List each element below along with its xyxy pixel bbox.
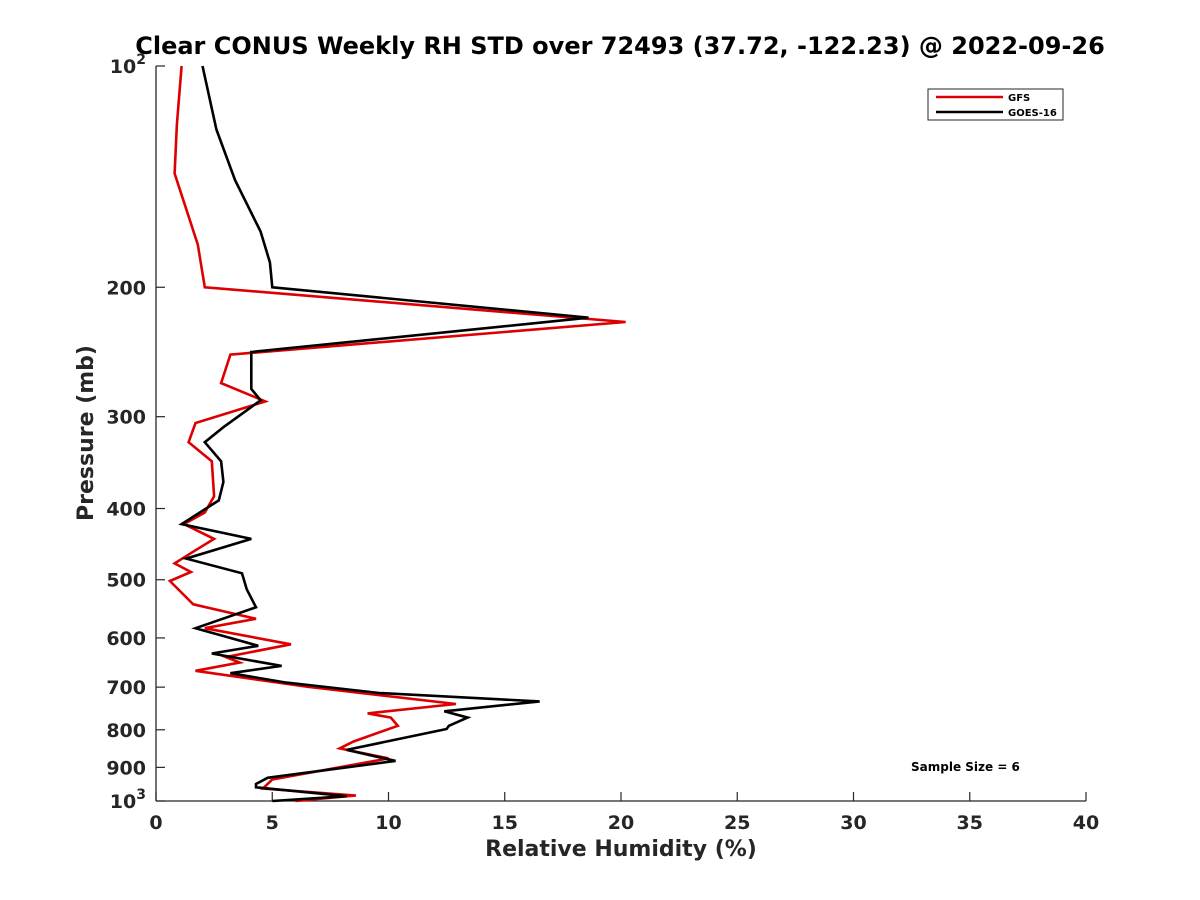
y-tick-label-6: 700 (106, 677, 146, 699)
x-axis-ticks: 0 5 10 15 20 25 30 35 40 (149, 792, 1099, 834)
y-axis-label: Pressure (mb) (74, 345, 99, 521)
y-tick-label-2: 300 (106, 407, 146, 429)
legend-label-gfs: GFS (1008, 93, 1030, 104)
y-tick-label-1: 200 (106, 277, 146, 299)
y-tick-label-3: 400 (106, 499, 146, 521)
sample-size-annotation: Sample Size = 6 (911, 760, 1020, 774)
x-tick-label-1: 5 (266, 812, 279, 834)
plot-axes (155, 66, 1086, 802)
y-tick-label-8: 900 (106, 757, 146, 779)
x-tick-label-5: 25 (724, 812, 750, 834)
legend-box (927, 88, 1064, 121)
x-axis-label: Relative Humidity (%) (485, 837, 757, 862)
x-tick-label-8: 40 (1073, 812, 1099, 834)
y-tick-label-7: 800 (106, 720, 146, 742)
chart-title: Clear CONUS Weekly RH STD over 72493 (37… (135, 32, 1105, 60)
x-tick-label-4: 20 (608, 812, 634, 834)
x-tick-label-7: 35 (957, 812, 983, 834)
series-line-goes-16 (178, 65, 589, 803)
x-tick-label-6: 30 (840, 812, 866, 834)
legend: GFS GOES-16 (927, 88, 1064, 121)
x-tick-label-0: 0 (149, 812, 162, 834)
x-tick-label-2: 10 (375, 812, 401, 834)
data-series (167, 65, 626, 803)
legend-label-goes-16: GOES-16 (1008, 108, 1057, 119)
y-tick-label-4: 500 (106, 570, 146, 592)
y-tick-label-0: 102 (110, 52, 146, 78)
y-tick-label-9: 103 (110, 787, 146, 813)
series-line-gfs (167, 65, 626, 803)
y-axis-ticks: 102 200 300 400 500 600 700 800 900 103 (106, 52, 165, 813)
y-tick-label-5: 600 (106, 628, 146, 650)
x-tick-label-3: 15 (492, 812, 518, 834)
